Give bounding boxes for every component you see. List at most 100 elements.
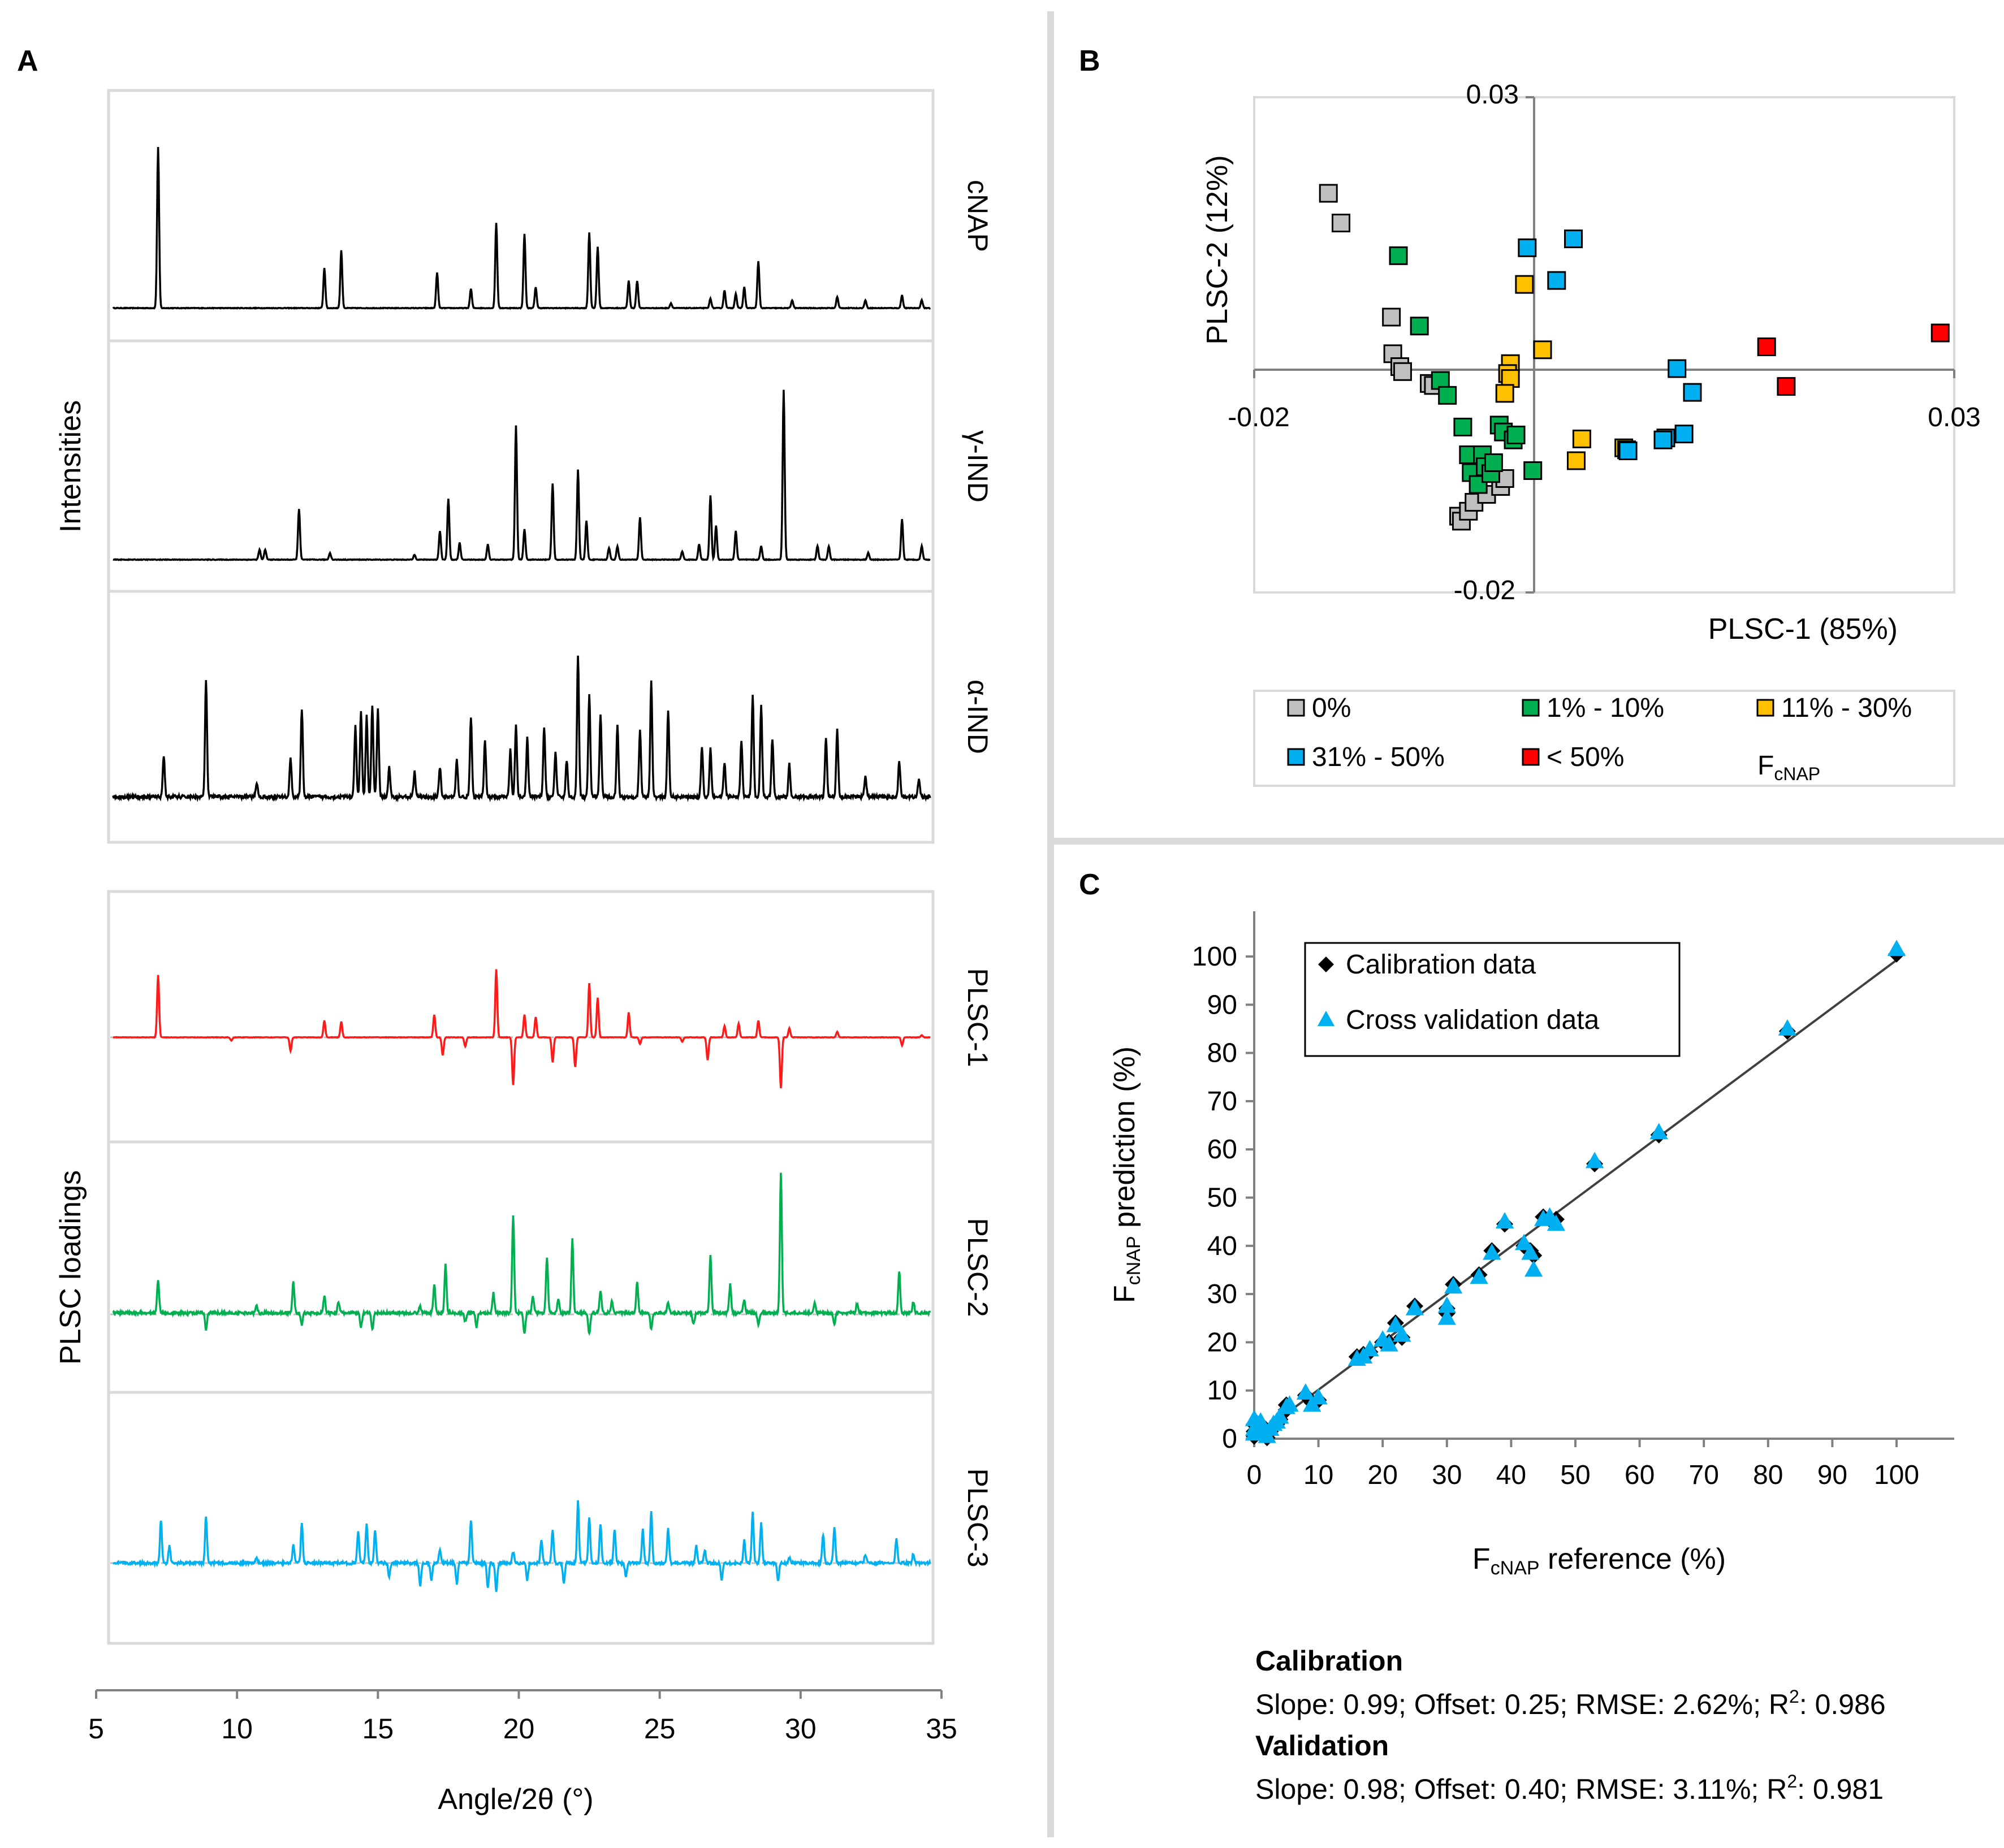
pred-point-1-5 [1251,1412,1270,1429]
panel-c-y-tick-label: 10 [1207,1376,1237,1406]
pred-point-1-36 [1585,1152,1604,1168]
pred-point-1-20 [1380,1335,1398,1352]
score-point-2-7 [1566,451,1586,470]
panel-c-x-tick-label: 80 [1753,1460,1783,1490]
panel-c-x-tick-label: 90 [1817,1460,1847,1490]
panel-a-x-tick-label: 15 [362,1713,394,1745]
pred-point-1-37 [1649,1123,1668,1140]
panel-b-plot-frame [1253,96,1955,594]
legend-label-2: 11% - 30% [1781,693,1912,723]
panel-b-x-axis-label: PLSC-1 (85%) [1708,613,1898,646]
panel-a-x-tick-label: 35 [926,1713,957,1745]
series-label-5: PLSC-3 [962,1468,994,1567]
score-point-3-0 [1518,238,1537,257]
score-point-1-3 [1438,386,1457,405]
panel-a-x-tick-label: 30 [785,1713,817,1745]
panel-b-x-tick-left: -0.02 [1228,403,1289,432]
panel-a-group-label-intensities: Intensities [54,400,87,533]
panel-a-group-label-loadings: PLSC loadings [54,1170,87,1365]
score-point-1-0 [1389,246,1408,265]
panel-c-x-tick-label: 0 [1247,1460,1262,1490]
score-point-4-1 [1757,337,1776,357]
calibration-stats: Slope: 0.99; Offset: 0.25; RMSE: 2.62%; … [1255,1686,1886,1720]
score-point-3-1 [1564,230,1583,249]
panel-b: 0.03 -0.02 -0.02 0.03 PLSC-1 (85%) PLSC-… [1201,80,1981,787]
pred-point-1-38 [1778,1019,1797,1036]
panel-c-y-tick-label: 20 [1207,1327,1237,1357]
score-point-0-1 [1332,214,1351,233]
score-point-1-11 [1484,453,1503,472]
panel-a-upper-frame [107,89,935,844]
pred-point-1-27 [1470,1267,1488,1284]
panel-c-y-tick-label: 90 [1207,990,1237,1020]
pred-point-1-22 [1393,1325,1411,1342]
panel-a: 5 10 15 20 25 30 35 Angle/2θ (°) Intensities P… [54,89,994,1816]
series-line-2 [112,655,931,803]
pred-point-1-13 [1296,1383,1315,1400]
panel-b-legend-title: FcNAP [1757,751,1820,784]
panel-b-y-tick-bottom: -0.02 [1454,575,1515,605]
series-label-0: cNAP [962,180,994,252]
legend-label-4: < 50% [1547,742,1624,772]
score-point-1-1 [1410,317,1429,336]
score-point-1-15 [1506,425,1526,444]
series-line-5 [113,1500,931,1592]
panel-c-x-axis-label: FcNAP reference (%) [1472,1543,1726,1579]
score-point-1-16 [1523,461,1543,481]
panel-c-x-tick-label: 70 [1689,1460,1719,1490]
legend-label-1: 1% - 10% [1547,693,1664,723]
legend-swatch-3 [1287,748,1305,766]
panel-label-c: C [1079,868,1100,901]
legend-swatch-1 [1522,699,1540,717]
panel-c-y-tick-label: 60 [1207,1135,1237,1165]
series-label-4: PLSC-2 [962,1218,994,1317]
pred-point-1-23 [1405,1299,1424,1315]
pred-point-1-29 [1495,1212,1514,1229]
panel-a-x-tick-label: 10 [221,1713,253,1745]
panel-b-legend-box [1253,690,1955,787]
panel-b-y-tick-top: 0.03 [1466,80,1519,110]
pred-point-1-24 [1437,1308,1456,1325]
panel-c-x-tick-label: 10 [1303,1460,1333,1490]
score-point-2-5 [1495,384,1514,403]
panel-c-x-tick-label: 100 [1874,1460,1919,1490]
score-point-0-0 [1319,184,1338,203]
legend-label-c-1: Cross validation data [1346,1005,1600,1035]
panel-c-y-tick-label: 30 [1207,1279,1237,1309]
pred-point-1-35 [1547,1214,1566,1231]
panel-a-x-tick-label: 20 [503,1713,535,1745]
panel-b-x-tick-right: 0.03 [1928,403,1980,432]
series-line-0 [112,147,931,310]
legend-label-3: 31% - 50% [1312,742,1445,772]
panel-a-x-axis-label: Angle/2θ (°) [438,1783,593,1816]
panel-c-y-tick-label: 0 [1222,1424,1237,1454]
panel-label-a: A [17,45,38,77]
panel-c-y-tick-label: 80 [1207,1038,1237,1068]
panel-c-y-tick-label: 40 [1207,1231,1237,1261]
score-point-0-2 [1382,308,1401,327]
panel-c: 00 10 10 20 20 30 30 40 40 50 50 60 60 70 70 80 80 90 90 10… [1108,911,1954,1805]
score-point-3-7 [1653,430,1673,449]
pred-point-1-26 [1444,1277,1463,1294]
validation-title: Validation [1255,1730,1389,1762]
score-point-3-2 [1547,271,1566,290]
legend-marker-0 [1318,957,1334,972]
pred-point-1-30 [1514,1234,1534,1250]
panel-c-y-axis-label: FcNAP prediction (%) [1108,1046,1144,1303]
panel-c-y-tick-label: 50 [1207,1183,1237,1213]
series-line-3 [113,969,931,1089]
legend-swatch-4 [1522,748,1540,766]
panel-c-x-tick-label: 60 [1625,1460,1655,1490]
pred-point-1-25 [1437,1296,1456,1313]
panel-c-x-tick-label: 30 [1432,1460,1462,1490]
validation-stats: Slope: 0.98; Offset: 0.40; RMSE: 3.11%; … [1255,1771,1884,1805]
score-point-3-5 [1674,425,1694,444]
score-point-4-2 [1777,377,1796,396]
pred-point-1-18 [1361,1340,1379,1357]
score-point-1-4 [1453,417,1472,436]
score-point-3-4 [1683,383,1702,402]
pred-point-1-32 [1524,1260,1543,1277]
series-label-1: γ-IND [962,430,994,503]
pred-point-1-21 [1386,1315,1405,1332]
